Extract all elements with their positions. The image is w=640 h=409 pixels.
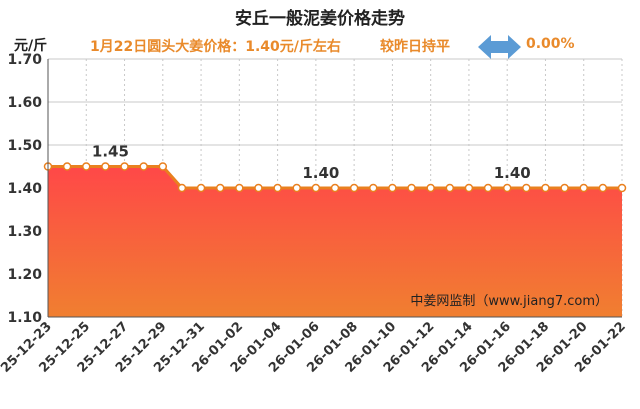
data-point [579, 183, 588, 193]
data-point [388, 183, 397, 193]
y-tick-label: 1.10 [7, 310, 42, 326]
y-unit-label: 元/斤 [14, 37, 47, 54]
y-tick-label: 1.30 [7, 224, 42, 240]
y-tick-label: 1.60 [7, 95, 42, 111]
data-point [598, 183, 608, 193]
data-point [541, 183, 550, 193]
data-point [254, 183, 263, 193]
data-point [215, 183, 225, 193]
data-label: 1.45 [92, 143, 129, 161]
data-point [82, 162, 91, 171]
data-point [445, 183, 455, 193]
chart-title: 安丘一般泥姜价格走势 [235, 9, 405, 29]
data-label: 1.40 [494, 164, 531, 182]
data-point [330, 183, 340, 193]
data-label: 1.40 [302, 164, 339, 182]
data-point [369, 183, 378, 193]
change-percent: 0.00% [526, 36, 575, 52]
data-point [502, 183, 512, 193]
data-point [62, 162, 72, 171]
series-area [48, 166, 622, 317]
watermark-text: 中姜网监制（www.jiang7.com） [410, 294, 608, 309]
data-point [273, 183, 282, 193]
compare-subtitle: 较昨日持平 [380, 39, 450, 55]
y-tick-label: 1.40 [7, 181, 42, 197]
y-tick-label: 1.50 [7, 138, 42, 154]
y-tick-label: 1.20 [7, 267, 42, 283]
data-point [426, 183, 435, 193]
data-point [139, 162, 148, 171]
data-point [483, 183, 493, 193]
data-point [158, 162, 168, 171]
data-point [349, 183, 359, 193]
data-point [617, 183, 627, 193]
data-point [560, 183, 569, 193]
data-point [292, 183, 301, 193]
data-point [464, 183, 474, 193]
price-subtitle: 1月22日圆头大姜价格：1.40元/斤左右 [90, 39, 341, 55]
data-point [311, 183, 321, 193]
data-point [196, 183, 206, 193]
data-point [407, 183, 416, 193]
y-tick-label: 1.70 [7, 52, 42, 68]
data-point [235, 183, 244, 193]
data-point [522, 183, 531, 193]
double-arrow-icon [478, 35, 521, 59]
data-point [120, 162, 129, 171]
data-point [101, 162, 110, 171]
data-point [177, 183, 187, 193]
